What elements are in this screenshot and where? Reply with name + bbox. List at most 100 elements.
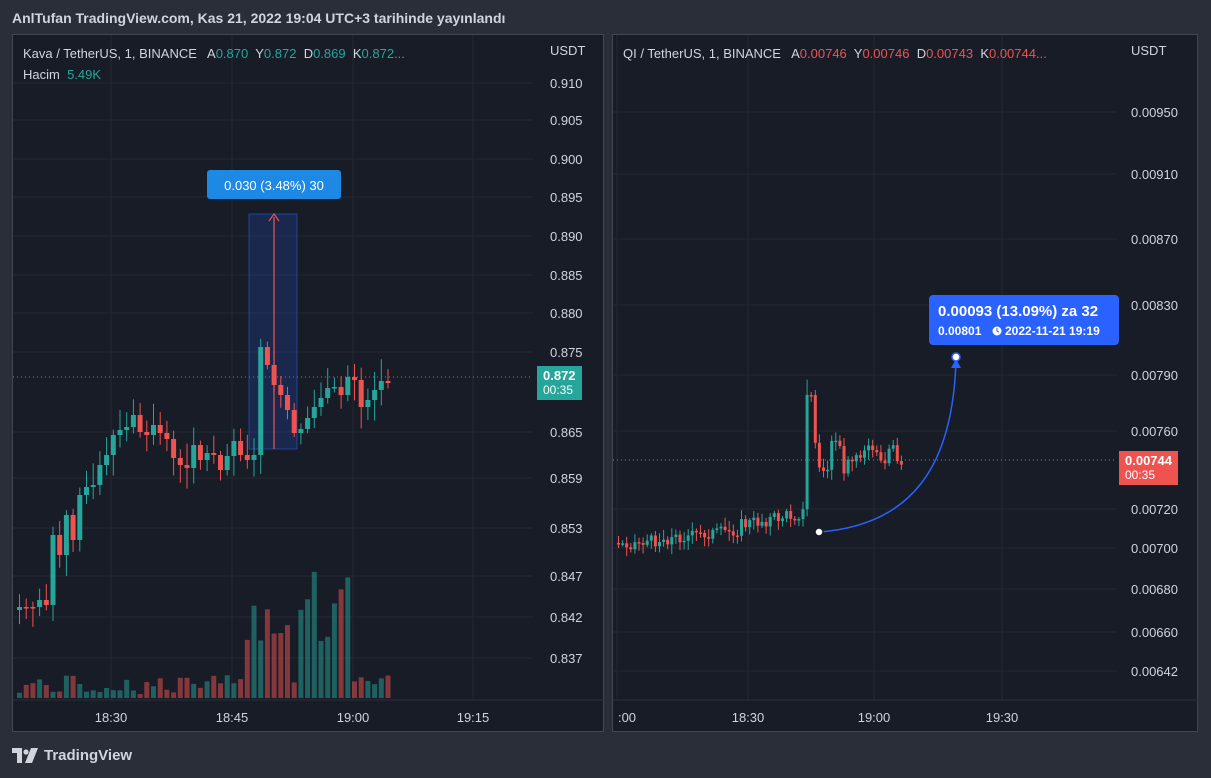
qi-y-tick: 0.00660 <box>1131 625 1178 640</box>
kava-volume-bar <box>298 609 304 698</box>
kava-volume-bar <box>37 679 43 698</box>
kava-candle <box>365 400 371 407</box>
qi-candle <box>846 459 850 474</box>
kava-x-tick: 18:30 <box>95 710 128 725</box>
kava-symbol[interactable]: Kava / TetherUS, 1, BINANCE <box>23 46 197 61</box>
kava-candle <box>285 395 290 410</box>
kava-candle <box>385 381 391 383</box>
qi-candle <box>781 518 784 522</box>
qi-forecast-arc <box>818 359 957 533</box>
kava-candle <box>177 458 183 465</box>
kava-candle <box>144 432 150 435</box>
kava-measure-badge <box>207 170 341 199</box>
qi-candle <box>883 460 887 464</box>
kava-volume-label[interactable]: Hacim <box>23 67 60 82</box>
qi-forecast-arrowhead <box>951 359 961 368</box>
kava-candle <box>372 390 378 400</box>
kava-y-tick: 0.875 <box>550 345 583 360</box>
qi-forecast-start-point <box>814 527 824 537</box>
qi-high-label: Y <box>853 46 863 61</box>
kava-candle <box>345 377 351 395</box>
kava-y-tick: 0.910 <box>550 76 583 91</box>
qi-candle <box>645 540 649 545</box>
kava-volume-bar <box>63 675 69 698</box>
kava-candle <box>57 535 63 555</box>
kava-volume-bar <box>151 686 156 698</box>
kava-candle <box>278 385 284 395</box>
kava-volume-bar <box>278 633 284 698</box>
kava-volume-bar <box>251 605 257 698</box>
qi-y-tick: 0.00720 <box>1131 502 1178 517</box>
kava-y-tick: 0.837 <box>550 651 583 666</box>
qi-candle <box>629 547 633 550</box>
tradingview-footer[interactable]: TradingView <box>12 747 132 764</box>
qi-symbol[interactable]: QI / TetherUS, 1, BINANCE <box>623 46 781 61</box>
qi-chart-panel[interactable]: 0.00950 0.00910 0.00870 0.00830 0.00790 0.007… <box>612 34 1199 733</box>
qi-candle <box>785 511 789 519</box>
qi-ohlc-legend: QI / TetherUS, 1, BINANCE A0.00746 Y0.00… <box>623 46 1047 61</box>
qi-candle <box>834 440 838 443</box>
qi-chart-canvas[interactable]: 0.00950 0.00910 0.00870 0.00830 0.00790 0.007… <box>613 35 1199 733</box>
kava-close-value: 0.872... <box>361 46 405 61</box>
kava-candle <box>331 387 337 389</box>
kava-volume-bar <box>218 683 223 698</box>
kava-y-tick: 0.847 <box>550 569 583 584</box>
kava-volume-bar <box>30 683 36 698</box>
kava-high-value: 0.872 <box>263 46 297 61</box>
kava-candle <box>43 600 49 605</box>
qi-candle <box>690 530 694 536</box>
qi-callout-price: 0.00801 <box>938 324 982 338</box>
qi-y-tick: 0.00700 <box>1131 541 1178 556</box>
qi-candle <box>776 513 780 522</box>
kava-candle <box>151 425 156 435</box>
qi-candle <box>715 528 719 531</box>
qi-candle <box>850 459 854 462</box>
qi-candle <box>809 395 813 397</box>
kava-volume-bar <box>372 684 378 698</box>
kava-candle <box>63 515 69 555</box>
kava-candle <box>171 439 177 458</box>
kava-volume-bar <box>204 681 210 698</box>
qi-candle <box>854 455 858 462</box>
qi-y-tick: 0.00642 <box>1131 664 1178 679</box>
qi-candle <box>621 543 625 545</box>
qi-candle <box>899 461 903 465</box>
kava-volume-bar <box>311 571 317 698</box>
kava-candle <box>305 418 311 429</box>
kava-volume-bar <box>238 679 244 698</box>
kava-candle <box>110 435 116 455</box>
qi-candle <box>797 519 801 521</box>
qi-candle <box>858 455 862 458</box>
kava-candle <box>17 607 22 610</box>
qi-candle <box>875 450 879 453</box>
qi-candle <box>817 442 821 468</box>
kava-volume-bar <box>191 683 197 698</box>
kava-y-tick: 0.905 <box>550 113 583 128</box>
kava-volume-bar <box>171 692 177 698</box>
qi-candle <box>686 535 690 541</box>
kava-open-label: A <box>207 46 216 61</box>
kava-candle <box>197 445 203 460</box>
kava-candle <box>338 387 344 395</box>
qi-candle <box>740 519 743 536</box>
kava-volume-bar <box>331 603 337 698</box>
kava-volume-bar <box>352 681 357 698</box>
qi-candle <box>637 542 641 544</box>
qi-candle <box>895 445 899 462</box>
qi-candle <box>666 539 670 545</box>
kava-currency-label: USDT <box>550 43 585 58</box>
kava-candle <box>244 455 250 460</box>
kava-candle <box>218 455 223 470</box>
qi-candle <box>760 522 764 526</box>
kava-low-label: D <box>303 46 314 61</box>
kava-candle <box>157 425 163 433</box>
kava-volume-bar <box>43 685 49 698</box>
qi-candle <box>727 530 731 532</box>
kava-volume-bar <box>271 633 277 698</box>
kava-chart-panel[interactable]: 0.910 0.905 0.900 0.895 0.890 0.885 0.880 0.875… <box>12 34 605 733</box>
kava-candle <box>238 441 244 455</box>
kava-volume-bar <box>157 678 163 698</box>
kava-chart-canvas[interactable]: 0.910 0.905 0.900 0.895 0.890 0.885 0.880 0.875… <box>13 35 605 733</box>
qi-candle <box>822 467 825 471</box>
qi-candle <box>805 395 809 510</box>
